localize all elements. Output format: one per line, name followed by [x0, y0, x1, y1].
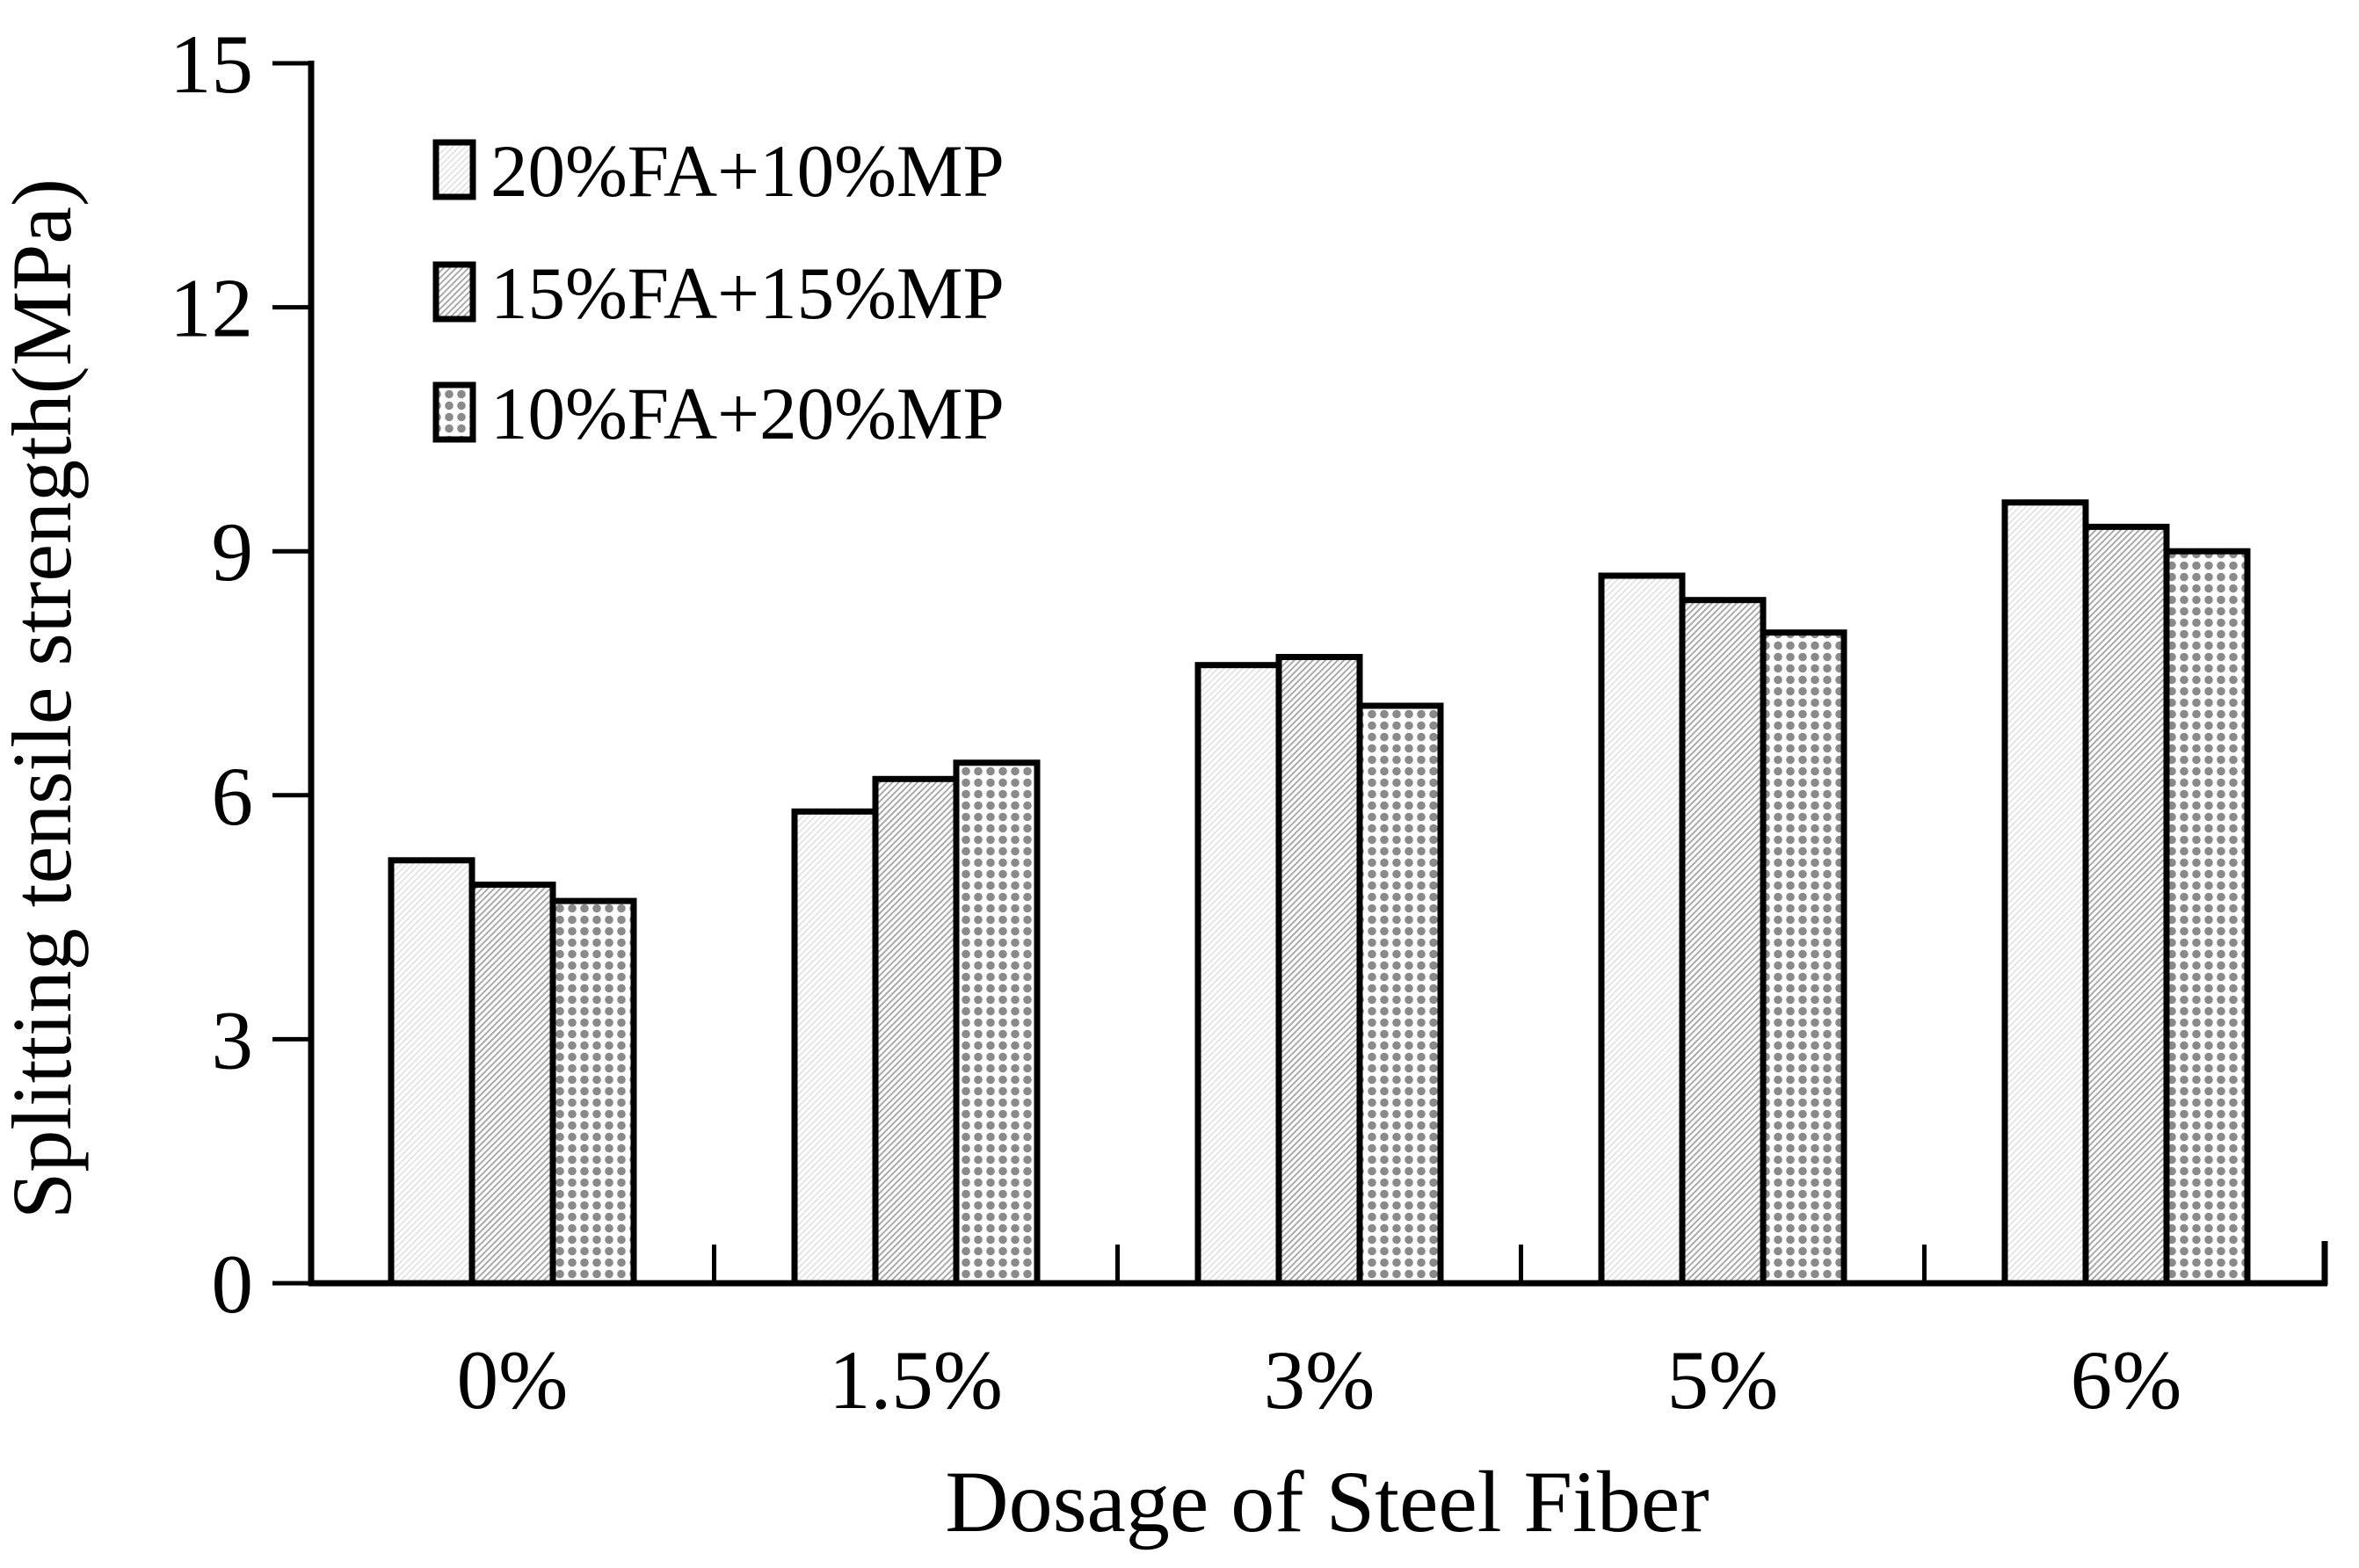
legend-item: 10%FA+20%MP: [432, 373, 1005, 455]
legend-item: 20%FA+10%MP: [432, 130, 1005, 213]
legend-swatch-diagonal-hatch: [432, 261, 476, 323]
legend-swatch-dot-grid: [432, 381, 476, 443]
x-category-label-6%: 6%: [2071, 1333, 2182, 1426]
bar-0%-20%FA+10%MP: [388, 857, 475, 1287]
plot-area: 0 3 6 9 12 15: [170, 18, 2328, 1331]
x-axis-ticks: [712, 1241, 2328, 1285]
y-axis-ticks: 0 3 6 9 12 15: [170, 18, 311, 1331]
bar-6%-15%FA+15%MP: [2082, 523, 2170, 1287]
x-category-label-0%: 0%: [457, 1333, 569, 1426]
legend-label: 10%FA+20%MP: [490, 373, 1005, 455]
bar-3%-20%FA+10%MP: [1194, 662, 1282, 1287]
x-axis-title: Dosage of Steel Fiber: [945, 1453, 1709, 1550]
bar-1.5%-15%FA+15%MP: [872, 775, 960, 1287]
bars-layer: [388, 499, 2251, 1287]
bar-5%-10%FA+20%MP: [1760, 629, 1847, 1287]
y-tick-label-3: 3: [212, 993, 254, 1086]
bar-1.5%-10%FA+20%MP: [953, 759, 1041, 1287]
y-tick-label-15: 15: [170, 18, 253, 111]
y-tick-label-9: 9: [212, 505, 254, 599]
bar-3%-10%FA+20%MP: [1356, 702, 1444, 1287]
x-category-label-1.5%: 1.5%: [829, 1333, 1003, 1426]
legend-label: 20%FA+10%MP: [490, 130, 1005, 213]
legend-item: 15%FA+15%MP: [432, 252, 1005, 335]
bar-5%-20%FA+10%MP: [1598, 572, 1686, 1287]
bar-6%-20%FA+10%MP: [2001, 499, 2089, 1287]
y-tick-label-12: 12: [170, 262, 253, 355]
legend: 20%FA+10%MP 15%FA+15%MP 10%FA+20%MP: [432, 130, 1005, 455]
bar-6%-10%FA+20%MP: [2163, 548, 2251, 1287]
y-tick-label-0: 0: [212, 1238, 254, 1331]
bar-0%-10%FA+20%MP: [549, 897, 637, 1287]
legend-label: 15%FA+15%MP: [490, 252, 1005, 335]
x-category-label-3%: 3%: [1264, 1333, 1375, 1426]
bar-3%-15%FA+15%MP: [1275, 654, 1363, 1287]
y-axis-title: Splitting tensile strength(MPa): [0, 178, 89, 1219]
bar-1.5%-20%FA+10%MP: [791, 808, 879, 1287]
bar-0%-15%FA+15%MP: [468, 882, 556, 1287]
y-tick-label-6: 6: [212, 750, 254, 843]
x-axis-labels: 0% 1.5% 3% 5% 6%: [457, 1333, 2182, 1426]
legend-swatch-light-speckle-hatch: [432, 139, 476, 200]
bar-5%-15%FA+15%MP: [1679, 597, 1767, 1287]
x-category-label-5%: 5%: [1667, 1333, 1779, 1426]
